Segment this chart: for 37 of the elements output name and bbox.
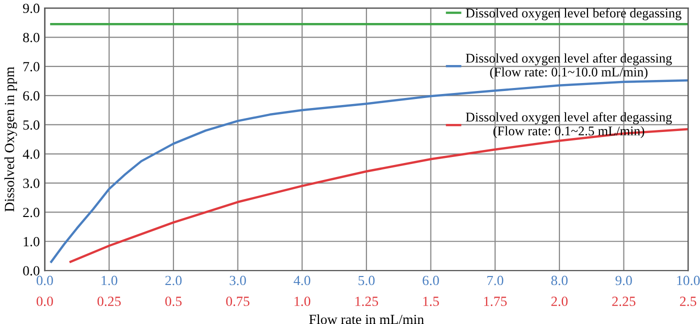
y-tick-label: 7.0 [23, 62, 40, 72]
y-tick-label: 5.0 [23, 120, 40, 130]
x2-tick-label: 1.25 [356, 296, 378, 306]
x2-tick-label: 1.5 [423, 296, 439, 306]
x-tick-label: 8.0 [551, 276, 568, 286]
x-tick-label: 6.0 [422, 276, 439, 286]
x-tick-label: 10.0 [677, 276, 700, 286]
y-tick-label: 1.0 [24, 236, 40, 246]
x2-tick-label: 0.0 [36, 296, 53, 306]
x2-tick-label: 0.5 [165, 296, 182, 306]
x2-tick-label: 2.5 [680, 296, 696, 306]
x2-tick-label: 2.25 [612, 296, 636, 306]
y-tick-label: 9.0 [23, 4, 40, 14]
x-tick-label: 7.0 [487, 276, 504, 286]
x2-tick-label: 1.0 [294, 296, 310, 306]
x2-tick-label: 0.25 [98, 296, 121, 306]
y-tick-label: 4.0 [22, 149, 40, 159]
x2-tick-label: 0.75 [226, 296, 250, 306]
y-tick-label: 8.0 [23, 32, 40, 42]
x-tick-label: 5.0 [358, 276, 375, 286]
x2-tick-label: 2.0 [551, 296, 568, 306]
x-tick-label: 1.0 [102, 276, 118, 286]
x-tick-label: 9.0 [616, 276, 632, 286]
y-axis-title: Dissolved Oxygen in ppm [4, 66, 18, 212]
y-tick-label: 2.0 [23, 208, 40, 218]
x-tick-label: 2.0 [165, 276, 182, 286]
y-tick-label: 6.0 [23, 91, 40, 101]
x-axis-title: Flow rate in mL/min [309, 314, 424, 324]
x2-tick-label: 1.75 [484, 296, 507, 306]
line-series [50, 79, 688, 263]
legend-label: Dissolved oxygen level after degassing (Flow rate: 0.1~10.0 mL/min) [466, 53, 672, 80]
y-tick-label: 0.0 [23, 266, 40, 276]
x-tick-label: 0.0 [36, 276, 53, 286]
x-tick-label: 4.0 [294, 276, 310, 286]
legend-label: Dissolved oxygen level before degassing [466, 8, 682, 20]
y-tick-label: 3.0 [23, 178, 40, 188]
x-tick-label: 3.0 [230, 276, 246, 286]
